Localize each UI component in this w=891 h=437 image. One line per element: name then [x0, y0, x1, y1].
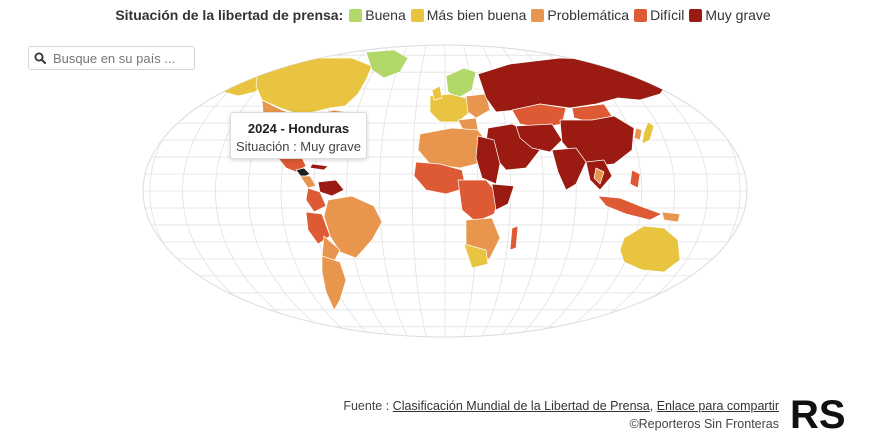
search-icon — [29, 52, 51, 64]
share-link[interactable]: Enlace para compartir — [656, 399, 779, 413]
country-east-europe — [465, 93, 491, 119]
country-west-europe — [429, 93, 471, 123]
legend-label-muy-grave: Muy grave — [705, 7, 771, 23]
country-egypt-sudan — [475, 135, 501, 185]
source-separator: , — [649, 399, 657, 413]
legend-swatch-muy-grave — [689, 8, 703, 22]
country-indonesia — [597, 195, 663, 221]
legend-label-buena: Buena — [365, 7, 406, 23]
legend-item-dificil[interactable]: Difícil — [634, 7, 684, 23]
legend-swatch-problematica — [531, 8, 545, 22]
source-link[interactable]: Clasificación Mundial de la Libertad de … — [392, 399, 650, 413]
country-greenland — [365, 49, 409, 79]
country-west-africa — [413, 161, 467, 195]
country-colombia — [305, 187, 327, 213]
country-thailand — [593, 167, 605, 185]
country-korea — [633, 127, 643, 141]
legend-swatch-dificil — [634, 8, 648, 22]
search-input[interactable] — [51, 49, 193, 67]
country-honduras — [295, 167, 311, 179]
copyright-text: ©Reporteros Sin Fronteras — [629, 417, 779, 431]
country-cuba — [309, 163, 329, 171]
country-south-africa — [463, 243, 489, 269]
legend-swatch-buena — [349, 8, 363, 22]
country-japan — [641, 121, 655, 145]
map-tooltip: 2024 - Honduras Situación : Muy grave — [230, 112, 367, 159]
source-footer: Fuente : Clasificación Mundial de la Lib… — [343, 397, 779, 433]
legend-item-buena[interactable]: Buena — [349, 7, 406, 23]
country-new-zealand — [697, 269, 711, 289]
legend: Situación de la libertad de prensa: Buen… — [0, 7, 891, 23]
rsf-logo: RSF — [790, 393, 848, 432]
legend-item-problematica[interactable]: Problemática — [531, 7, 629, 23]
legend-label-dificil: Difícil — [650, 7, 685, 23]
country-india — [551, 147, 587, 191]
legend-swatch-mas-bien-buena — [410, 8, 424, 22]
country-australia — [619, 225, 681, 273]
country-iran-afghanistan — [515, 123, 563, 153]
tooltip-body: Situación : Muy grave — [235, 139, 361, 154]
source-line: Fuente : Clasificación Mundial de la Lib… — [343, 397, 779, 415]
country-philippines — [629, 169, 641, 189]
legend-item-mas-bien-buena[interactable]: Más bien buena — [410, 7, 527, 23]
country-uk — [431, 85, 443, 101]
tooltip-title: 2024 - Honduras — [247, 121, 350, 136]
country-brazil — [323, 195, 383, 259]
country-argentina-chile — [321, 255, 347, 311]
legend-item-muy-grave[interactable]: Muy grave — [689, 7, 771, 23]
legend-title: Situación de la libertad de prensa: — [115, 7, 344, 23]
logo-text: RSF — [790, 393, 848, 432]
source-prefix: Fuente : — [343, 399, 393, 413]
legend-label-problematica: Problemática — [547, 7, 630, 23]
country-central-america — [299, 175, 317, 189]
country-central-africa — [457, 179, 501, 223]
country-venezuela — [317, 179, 345, 197]
country-nordics — [445, 67, 477, 99]
country-papua — [661, 211, 681, 223]
search-box[interactable] — [28, 46, 195, 70]
country-madagascar — [509, 225, 519, 251]
legend-label-mas-bien-buena: Más bien buena — [426, 7, 527, 23]
country-east-africa — [491, 183, 515, 211]
